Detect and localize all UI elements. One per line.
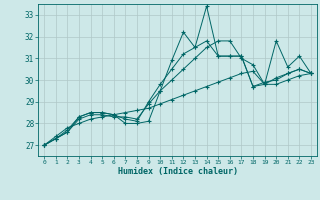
X-axis label: Humidex (Indice chaleur): Humidex (Indice chaleur) [118,167,238,176]
